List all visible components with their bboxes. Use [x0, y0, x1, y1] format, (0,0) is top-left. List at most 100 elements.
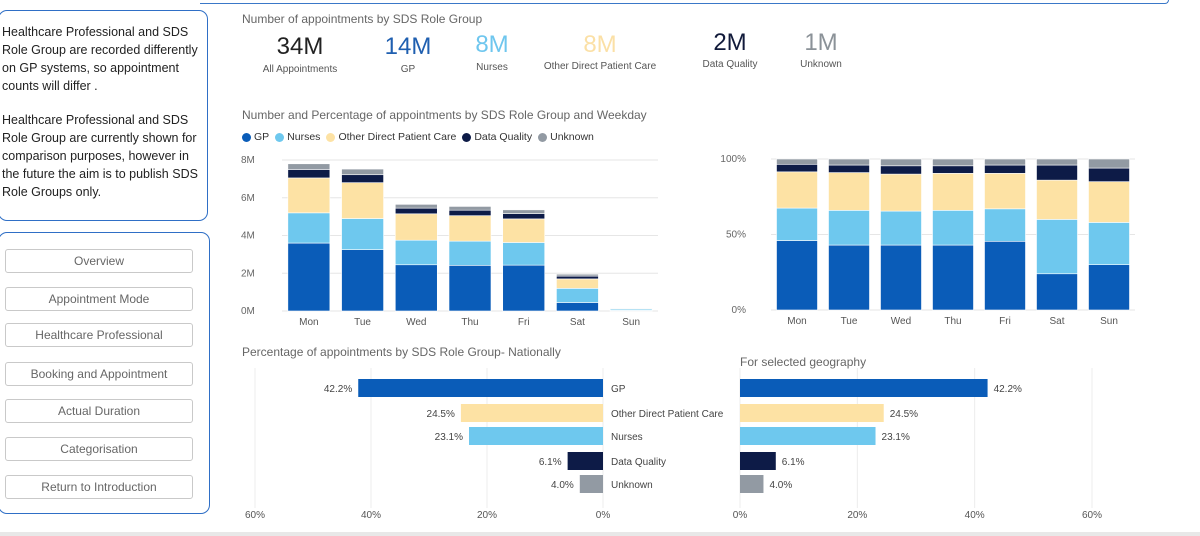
geography-data-label: 23.1% — [882, 432, 910, 443]
bar-gp-sat — [556, 302, 599, 312]
bar-gp-tue — [828, 244, 870, 311]
x-tick-label-tue: Tue — [841, 316, 858, 327]
nav-panel: Overview Appointment Mode Healthcare Pro… — [0, 232, 210, 514]
percent-stacked-bar-chart: 0% 50% 100% Mon Tue Wed Thu Fri Sat Sun — [720, 154, 1135, 327]
bar-data-quality-sat — [556, 275, 599, 280]
legend-item-gp[interactable]: GP — [242, 131, 269, 143]
bar-nurses-sat — [1036, 219, 1078, 275]
x-tick-label-sun: Sun — [622, 317, 640, 328]
geography-x-tick: 20% — [847, 510, 867, 521]
bar-nurses-mon — [776, 207, 818, 241]
national-data-label: 23.1% — [435, 432, 463, 443]
national-bar-other-direct-patient-care — [460, 404, 603, 422]
legend-item-nurses[interactable]: Nurses — [275, 131, 320, 143]
nav-categorisation-button[interactable]: Categorisation — [5, 437, 193, 461]
x-tick-label-wed: Wed — [891, 316, 911, 327]
geography-x-tick: 0% — [733, 510, 748, 521]
national-x-tick: 20% — [477, 510, 497, 521]
nav-actual-duration-button[interactable]: Actual Duration — [5, 399, 193, 423]
top-border — [200, 0, 1169, 4]
bar-unknown-tue — [341, 168, 384, 176]
bar-unknown-sat — [556, 273, 599, 277]
bar-other-direct-patient-care-mon — [776, 171, 818, 209]
bottom-scrollbar[interactable] — [0, 532, 1200, 536]
national-data-label: 6.1% — [539, 457, 562, 468]
bar-nurses-fri — [502, 242, 546, 266]
category-label-nurses: Nurses — [611, 432, 643, 443]
bar-data-quality-wed — [394, 207, 438, 215]
x-tick-label-thu: Thu — [944, 316, 961, 327]
geography-data-label: 4.0% — [769, 480, 792, 491]
bar-gp-thu — [448, 265, 492, 312]
category-label-data-quality: Data Quality — [611, 457, 666, 468]
kpi-gp-label: GP — [400, 64, 416, 75]
nav-healthcare-professional-button[interactable]: Healthcare Professional — [5, 323, 193, 347]
horizontal-bar-charts: 60% 40% 20% 0% 42.2% GP 24.5% Other Direct Pati… — [245, 368, 1102, 521]
bar-nurses-sun — [1088, 222, 1130, 265]
nav-appointment-mode-button[interactable]: Appointment Mode — [5, 287, 193, 311]
x-tick-label-tue: Tue — [354, 317, 371, 328]
nav-return-introduction-button[interactable]: Return to Introduction — [5, 475, 193, 499]
geography-x-tick: 40% — [965, 510, 985, 521]
legend-dot-nurses — [275, 132, 285, 142]
y-tick-label: 0% — [732, 305, 747, 316]
kpi-gp-value: 14M — [384, 33, 432, 60]
legend-dot-gp — [242, 132, 251, 142]
bar-gp-wed — [394, 264, 438, 312]
bar-nurses-wed — [880, 210, 922, 246]
geography-chart-title: For selected geography — [740, 355, 867, 369]
bar-other-direct-patient-care-sat — [556, 278, 599, 289]
legend-dot-data-quality — [462, 132, 472, 142]
bar-nurses-sat — [556, 288, 599, 303]
bar-gp-mon — [287, 242, 331, 312]
nav-overview-button[interactable]: Overview — [5, 249, 193, 273]
bar-nurses-tue — [341, 218, 384, 250]
nav-booking-appointment-button[interactable]: Booking and Appointment — [5, 362, 193, 386]
bar-nurses-tue — [828, 210, 870, 246]
x-tick-label-mon: Mon — [787, 316, 806, 327]
bar-unknown-tue — [828, 158, 870, 166]
bar-other-direct-patient-care-sun — [1088, 181, 1130, 223]
legend-item-unknown[interactable]: Unknown — [538, 131, 594, 143]
national-bar-unknown — [579, 475, 603, 493]
bar-unknown-mon — [287, 163, 331, 170]
bar-data-quality-thu — [448, 209, 492, 216]
bar-unknown-fri — [502, 209, 546, 214]
y-tick-label: 8M — [241, 155, 255, 166]
bar-gp-fri — [502, 264, 546, 312]
chart-legend: GP Nurses Other Direct Patient Care Data… — [242, 131, 594, 143]
x-tick-label-sat: Sat — [1049, 316, 1064, 327]
bar-unknown-sat — [1036, 158, 1078, 166]
bar-other-direct-patient-care-fri — [984, 173, 1026, 210]
y-tick-label: 4M — [241, 231, 255, 242]
bar-other-direct-patient-care-wed — [880, 173, 922, 212]
y-tick-label: 100% — [720, 154, 746, 165]
bar-gp-sat — [1036, 273, 1078, 311]
bar-unknown-thu — [448, 206, 492, 211]
bar-unknown-sun — [1088, 158, 1130, 169]
bar-unknown-mon — [776, 158, 818, 165]
geography-data-label: 42.2% — [994, 384, 1022, 395]
kpi-all-label: All Appointments — [262, 64, 338, 75]
bar-other-direct-patient-care-wed — [394, 213, 438, 241]
notes-panel: Healthcare Professional and SDS Role Gro… — [0, 10, 208, 221]
bar-gp-wed — [880, 244, 922, 311]
national-x-tick: 40% — [361, 510, 381, 521]
geography-data-label: 24.5% — [890, 409, 918, 420]
kpi-unknown-value: 1M — [804, 29, 838, 56]
bar-data-quality-wed — [880, 165, 922, 175]
category-label-gp: GP — [611, 384, 626, 395]
bar-unknown-fri — [984, 158, 1026, 166]
bar-nurses-thu — [448, 240, 492, 266]
national-x-tick: 60% — [245, 510, 265, 521]
kpi-data-quality-value: 2M — [713, 29, 747, 56]
bar-data-quality-tue — [828, 164, 870, 173]
legend-item-other[interactable]: Other Direct Patient Care — [326, 131, 456, 143]
bar-data-quality-thu — [932, 165, 974, 174]
kpi-nurses-label: Nurses — [476, 62, 508, 73]
bar-data-quality-mon — [287, 169, 331, 179]
y-tick-label: 0M — [241, 306, 255, 317]
geography-data-label: 6.1% — [782, 457, 805, 468]
kpi-all-value: 34M — [276, 33, 324, 60]
legend-item-data-quality[interactable]: Data Quality — [462, 131, 532, 143]
